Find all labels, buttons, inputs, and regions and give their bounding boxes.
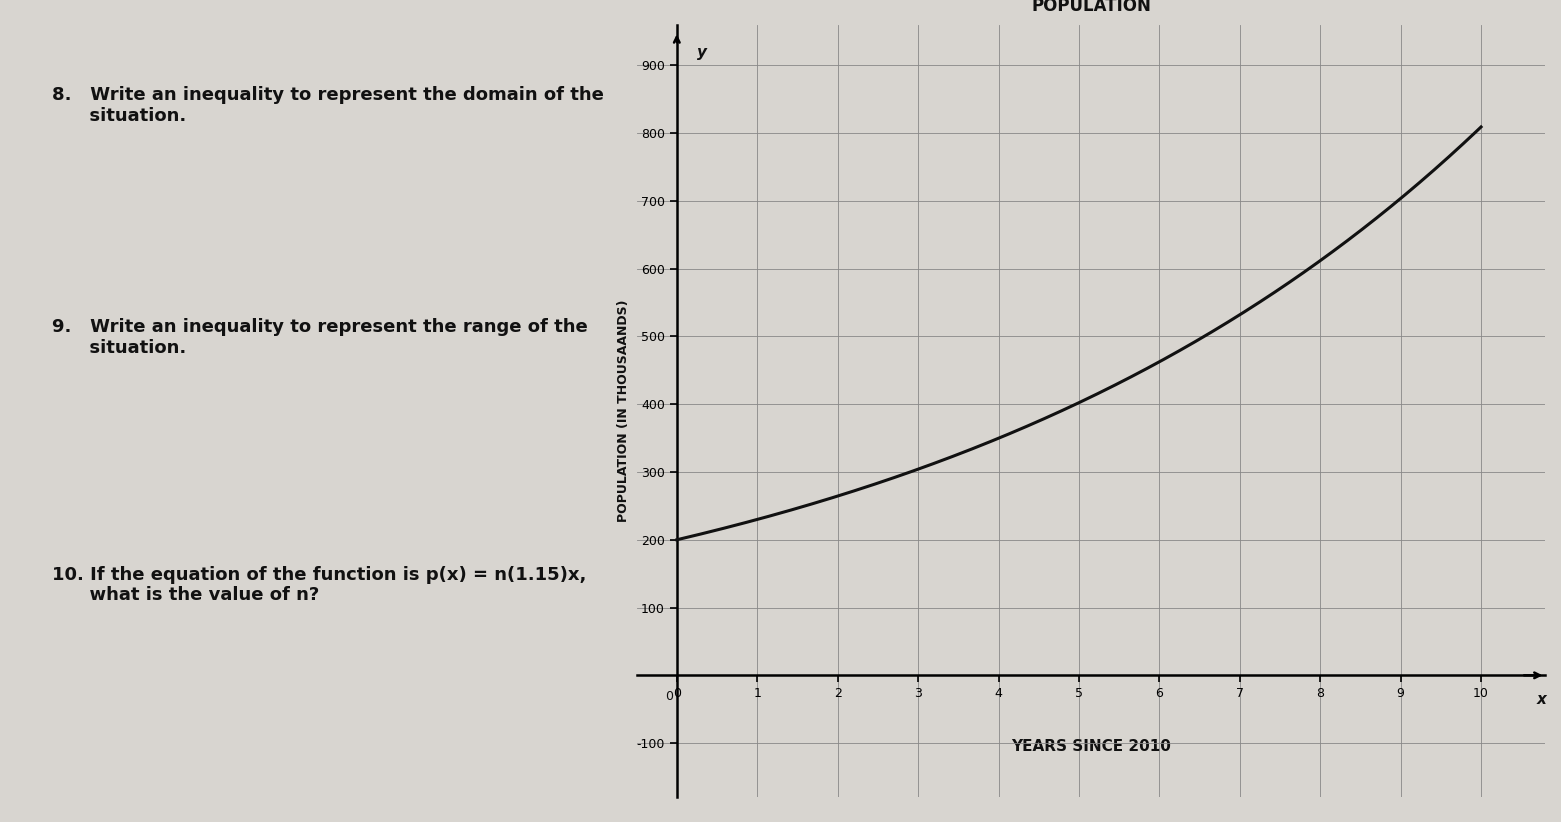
Text: y: y: [696, 45, 707, 60]
Y-axis label: POPULATION (IN THOUSAANDS): POPULATION (IN THOUSAANDS): [617, 300, 629, 522]
X-axis label: YEARS SINCE 2010: YEARS SINCE 2010: [1012, 739, 1171, 754]
Text: 0: 0: [665, 690, 673, 704]
Text: x: x: [1536, 692, 1547, 707]
Text: 9.   Write an inequality to represent the range of the
      situation.: 9. Write an inequality to represent the …: [52, 318, 587, 357]
Text: 8.   Write an inequality to represent the domain of the
      situation.: 8. Write an inequality to represent the …: [52, 86, 604, 125]
Title: SEAHORSE
POPULATION: SEAHORSE POPULATION: [1032, 0, 1150, 15]
Text: 10. If the equation of the function is p(x) = n(1.15)x,
      what is the value : 10. If the equation of the function is p…: [52, 566, 587, 604]
